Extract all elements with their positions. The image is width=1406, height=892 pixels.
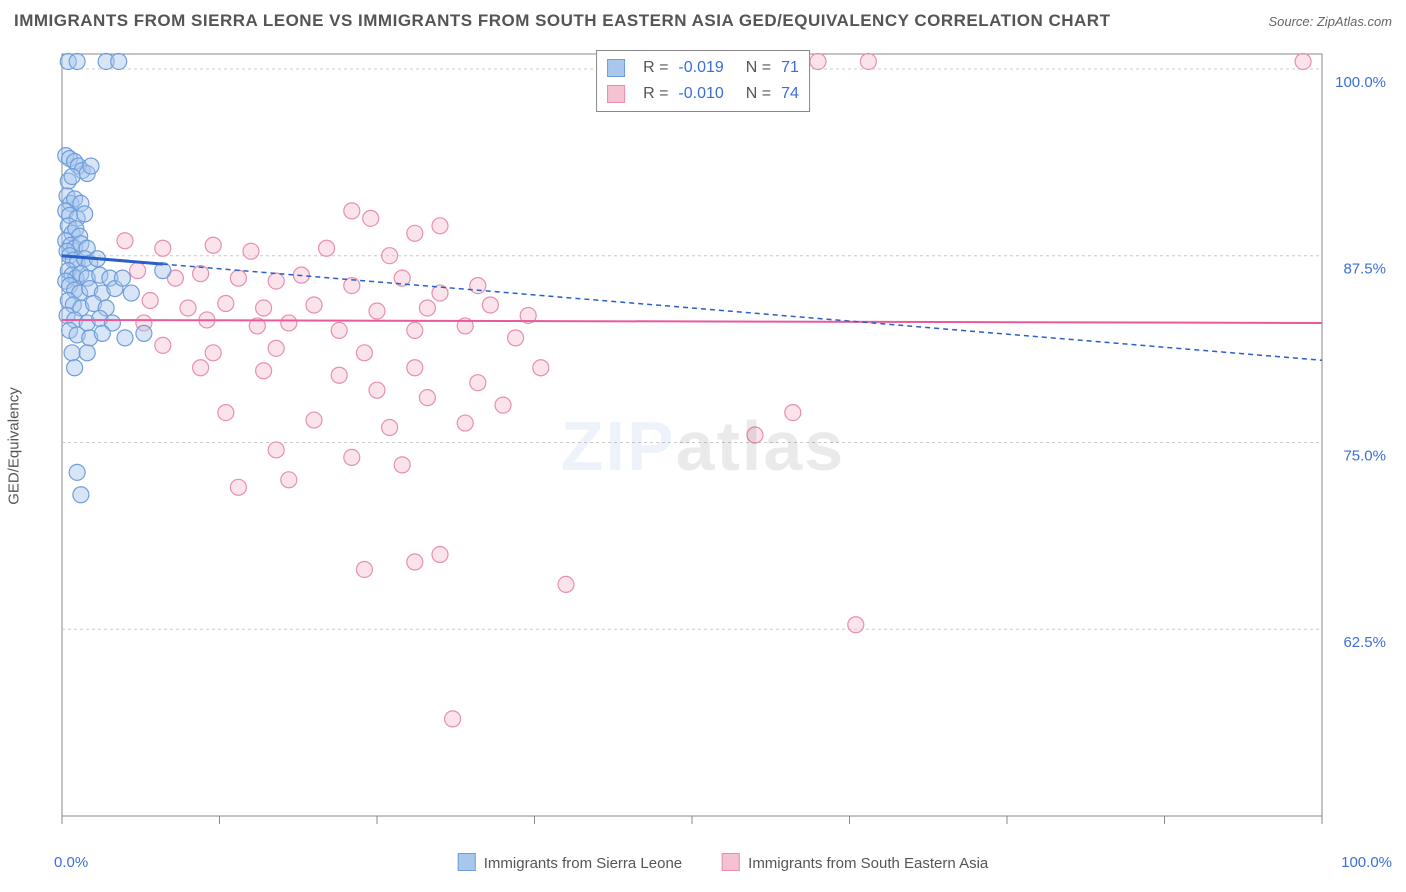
x-axis-row: 0.0% Immigrants from Sierra Leone Immigr… [54,842,1392,882]
svg-text:75.0%: 75.0% [1343,447,1386,464]
svg-text:62.5%: 62.5% [1343,634,1386,651]
svg-text:100.0%: 100.0% [1335,74,1386,91]
correlation-legend: R = -0.019 N = 71 R = -0.010 N = 74 [596,50,810,112]
legend-item-b: Immigrants from South Eastern Asia [722,853,988,872]
n-label: N = [746,59,771,77]
legend-label-a: Immigrants from Sierra Leone [484,855,682,872]
chart-title: IMMIGRANTS FROM SIERRA LEONE VS IMMIGRAN… [14,11,1110,31]
swatch-series-b [607,85,625,103]
legend-label-b: Immigrants from South Eastern Asia [748,855,988,872]
swatch-series-a [607,59,625,77]
n-value-b: 74 [781,85,799,103]
r-label: R = [643,85,668,103]
scatter-chart: 62.5% 75.0% 87.5% 100.0% [54,46,1392,834]
swatch-series-a [458,853,476,871]
swatch-series-b [722,853,740,871]
legend-item-a: Immigrants from Sierra Leone [458,853,682,872]
legend-row-a: R = -0.019 N = 71 [607,55,799,81]
r-label: R = [643,59,668,77]
chart-area: 62.5% 75.0% 87.5% 100.0% [54,46,1392,834]
n-label: N = [746,85,771,103]
svg-text:87.5%: 87.5% [1343,261,1386,278]
x-axis-end: 100.0% [1341,854,1392,871]
y-axis-label: GED/Equivalency [6,387,23,505]
n-value-a: 71 [781,59,799,77]
r-value-a: -0.019 [678,59,723,77]
source-label: Source: ZipAtlas.com [1268,14,1392,29]
x-axis-start: 0.0% [54,854,88,871]
r-value-b: -0.010 [678,85,723,103]
series-legend: Immigrants from Sierra Leone Immigrants … [458,853,989,872]
legend-row-b: R = -0.010 N = 74 [607,81,799,107]
